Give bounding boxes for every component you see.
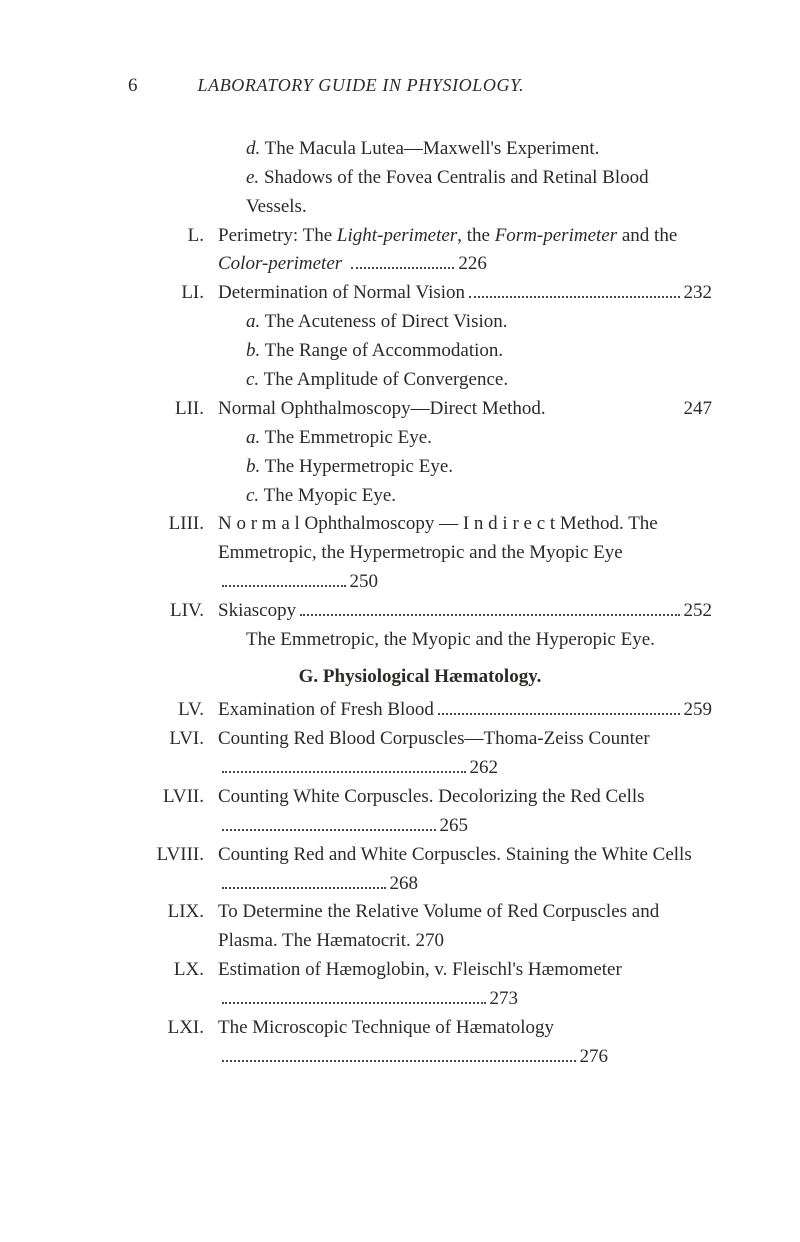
leader-dots bbox=[222, 1043, 576, 1062]
item-text: The Microscopic Technique of Hæmatology bbox=[218, 1017, 554, 1038]
sub-label: b. bbox=[246, 456, 260, 477]
page-ref: 250 bbox=[350, 568, 379, 597]
toc-item: LVI. Counting Red Blood Corpuscles—Thoma… bbox=[128, 725, 712, 783]
leader-dots bbox=[222, 568, 346, 587]
cont-text: The Emmetropic, the Myopic and the Hyper… bbox=[212, 626, 712, 655]
item-text: Determination of Normal Vision bbox=[218, 279, 465, 308]
page-ref: 262 bbox=[470, 754, 499, 783]
toc-item: LV. Examination of Fresh Blood 259 bbox=[128, 696, 712, 725]
item-text: Counting Red and White Corpuscles. Stain… bbox=[218, 844, 692, 865]
section-letter: G. bbox=[299, 666, 319, 687]
running-title: LABORATORY GUIDE IN PHYSIOLOGY. bbox=[198, 72, 525, 99]
leader-dots bbox=[469, 279, 679, 298]
sub-label: e. bbox=[246, 167, 259, 188]
sub-label: a. bbox=[246, 427, 260, 448]
roman-numeral: LII. bbox=[128, 395, 212, 424]
running-head: 6 LABORATORY GUIDE IN PHYSIOLOGY. bbox=[128, 72, 712, 101]
item-text: Counting White Corpuscles. Decolorizing … bbox=[218, 786, 645, 807]
leader-dots bbox=[438, 696, 680, 715]
toc-subitem: b. The Hypermetropic Eye. bbox=[128, 453, 712, 482]
item-text: Examination of Fresh Blood bbox=[218, 696, 434, 725]
page-ref: 247 bbox=[684, 395, 713, 424]
leader-dots bbox=[300, 597, 679, 616]
item-text: N o r m a l Ophthalmoscopy — I n d i r e… bbox=[218, 513, 658, 563]
sub-text: The Amplitude of Convergence. bbox=[264, 369, 508, 390]
sub-text: Shadows of the Fovea Centralis and Retin… bbox=[246, 167, 649, 217]
toc-item: L. Perimetry: The Light-perimeter, the F… bbox=[128, 222, 712, 280]
toc-item: LIX. To Determine the Relative Volume of… bbox=[128, 898, 712, 956]
item-text: Counting Red Blood Corpuscles—Thoma-Zeis… bbox=[218, 728, 650, 749]
sub-text: The Range of Accommodation. bbox=[265, 340, 504, 361]
toc-subitem: c. The Myopic Eye. bbox=[128, 482, 712, 511]
sub-label: a. bbox=[246, 311, 260, 332]
page-ref: 268 bbox=[390, 870, 419, 899]
toc-item: LIII. N o r m a l Ophthalmoscopy — I n d… bbox=[128, 510, 712, 597]
roman-numeral: LX. bbox=[128, 956, 212, 985]
leader-dots bbox=[222, 754, 466, 773]
toc-subitem: b. The Range of Accommodation. bbox=[128, 337, 712, 366]
roman-numeral: LI. bbox=[128, 279, 212, 308]
roman-numeral: LIV. bbox=[128, 597, 212, 626]
leader-dots bbox=[222, 869, 386, 888]
roman-numeral: LV. bbox=[128, 696, 212, 725]
book-page: 6 LABORATORY GUIDE IN PHYSIOLOGY. d. The… bbox=[0, 0, 800, 1242]
page-ref: 226 bbox=[458, 250, 487, 279]
sub-label: c. bbox=[246, 485, 259, 506]
item-text: Skiascopy bbox=[218, 597, 296, 626]
roman-numeral: L. bbox=[128, 222, 212, 251]
page-ref: 252 bbox=[684, 597, 713, 626]
page-ref: 270 bbox=[416, 930, 445, 951]
toc-item: LIV. Skiascopy 252 bbox=[128, 597, 712, 626]
page-ref: 232 bbox=[684, 279, 713, 308]
sub-text: The Hypermetropic Eye. bbox=[265, 456, 453, 477]
section-heading: G. Physiological Hæmatology. bbox=[128, 663, 712, 692]
sub-text: The Macula Lutea—Maxwell's Experiment. bbox=[265, 138, 600, 159]
leader-dots bbox=[222, 812, 436, 831]
page-ref: 265 bbox=[440, 812, 469, 841]
roman-numeral: LIII. bbox=[128, 510, 212, 539]
page-ref: 259 bbox=[684, 696, 713, 725]
item-text: Normal Ophthalmoscopy—Direct Method. bbox=[218, 395, 546, 424]
page-ref: 273 bbox=[490, 985, 519, 1014]
item-text: Estimation of Hæmoglobin, v. Fleischl's … bbox=[218, 959, 622, 980]
toc-item: LI. Determination of Normal Vision 232 bbox=[128, 279, 712, 308]
toc-subitem: d. The Macula Lutea—Maxwell's Experiment… bbox=[128, 135, 712, 164]
toc-subitem: a. The Acuteness of Direct Vision. bbox=[128, 308, 712, 337]
page-number: 6 bbox=[128, 72, 138, 101]
toc-continuation: The Emmetropic, the Myopic and the Hyper… bbox=[128, 626, 712, 655]
toc-subitem: c. The Amplitude of Convergence. bbox=[128, 366, 712, 395]
section-title: Physiological Hæmatology. bbox=[323, 666, 542, 687]
roman-numeral: LIX. bbox=[128, 898, 212, 927]
toc-item: LXI. The Microscopic Technique of Hæmato… bbox=[128, 1014, 712, 1072]
toc-item: LVIII. Counting Red and White Corpuscles… bbox=[128, 841, 712, 899]
sub-text: The Acuteness of Direct Vision. bbox=[265, 311, 508, 332]
page-ref: 276 bbox=[580, 1043, 609, 1072]
toc-item: LVII. Counting White Corpuscles. Decolor… bbox=[128, 783, 712, 841]
toc-subitem: a. The Emmetropic Eye. bbox=[128, 424, 712, 453]
sub-text: The Emmetropic Eye. bbox=[265, 427, 432, 448]
sub-label: d. bbox=[246, 138, 260, 159]
roman-numeral: LXI. bbox=[128, 1014, 212, 1043]
leader-dots bbox=[222, 985, 486, 1004]
sub-label: b. bbox=[246, 340, 260, 361]
toc-item: LX. Estimation of Hæmoglobin, v. Fleisch… bbox=[128, 956, 712, 1014]
toc-subitem: e. Shadows of the Fovea Centralis and Re… bbox=[128, 164, 712, 222]
sub-text: The Myopic Eye. bbox=[264, 485, 396, 506]
roman-numeral: LVIII. bbox=[128, 841, 212, 870]
roman-numeral: LVI. bbox=[128, 725, 212, 754]
roman-numeral: LVII. bbox=[128, 783, 212, 812]
sub-label: c. bbox=[246, 369, 259, 390]
leader-dots bbox=[351, 250, 455, 269]
toc-item: LII. Normal Ophthalmoscopy—Direct Method… bbox=[128, 395, 712, 424]
